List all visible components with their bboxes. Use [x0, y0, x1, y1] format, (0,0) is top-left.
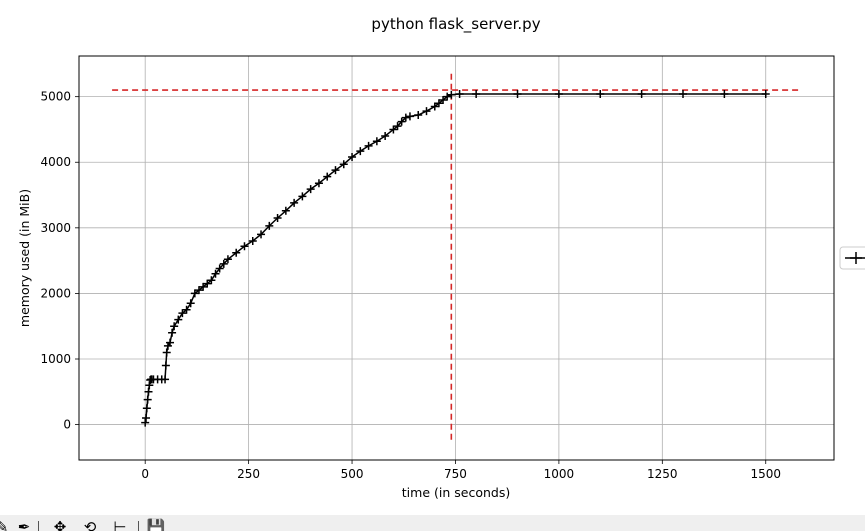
- y-tick-label: 0: [63, 418, 71, 432]
- data-point: [414, 111, 423, 120]
- x-axis-label: time (in seconds): [402, 485, 510, 500]
- data-point: [186, 299, 195, 308]
- data-point: [168, 328, 177, 337]
- data-point: [596, 90, 605, 99]
- toolbar: ✎ ✒ ✥ ⟲ ⊢ 💾: [0, 515, 865, 531]
- data-point: [637, 90, 646, 99]
- x-tick-label: 0: [141, 467, 149, 481]
- data-point: [298, 192, 307, 201]
- data-point: [348, 153, 357, 161]
- figure: python flask_server.py 0 250 500 750 1000 125…: [17, 15, 865, 500]
- data-point: [143, 395, 152, 404]
- data-point: [356, 147, 365, 156]
- data-point: [166, 338, 175, 347]
- data-point: [265, 221, 274, 230]
- draw-icon[interactable]: ✒: [17, 518, 31, 531]
- data-point: [161, 361, 170, 370]
- zoom-icon[interactable]: ⟲: [83, 518, 97, 531]
- y-tick-label: 3000: [40, 221, 71, 235]
- data-point: [178, 309, 187, 318]
- series-line: [141, 90, 770, 427]
- data-point: [290, 198, 299, 207]
- reference-lines: [112, 73, 799, 441]
- data-point: [273, 213, 282, 222]
- data-point: [720, 90, 729, 99]
- chart-title: python flask_server.py: [371, 15, 540, 34]
- data-point: [232, 248, 241, 257]
- toolbar-separator: [38, 521, 39, 531]
- edit-icon[interactable]: ✎: [0, 518, 9, 531]
- data-point: [145, 381, 154, 390]
- data-point: [142, 414, 151, 423]
- data-point: [430, 102, 439, 111]
- data-point: [364, 141, 373, 150]
- pan-icon[interactable]: ✥: [53, 518, 67, 531]
- data-point: [142, 404, 151, 413]
- data-point: [215, 264, 224, 273]
- data-point: [443, 92, 452, 101]
- data-point: [219, 259, 228, 268]
- data-point: [397, 117, 406, 126]
- data-point: [513, 90, 522, 99]
- data-point: [306, 185, 315, 194]
- y-tick-label: 4000: [40, 155, 71, 169]
- data-point: [161, 375, 170, 384]
- x-tick-label: 750: [444, 467, 467, 481]
- toolbar-separator: [138, 521, 139, 531]
- data-point: [761, 90, 770, 99]
- data-point: [240, 242, 249, 251]
- data-point: [554, 90, 563, 99]
- data-point: [331, 166, 340, 175]
- data-point: [144, 387, 153, 396]
- data-point: [455, 90, 464, 99]
- data-point: [141, 418, 150, 427]
- data-point: [434, 99, 443, 108]
- data-point: [389, 125, 398, 134]
- data-point: [207, 276, 216, 285]
- legend-box: [839, 246, 865, 270]
- configure-subplots-icon[interactable]: ⊢: [113, 518, 127, 531]
- grid: [79, 56, 834, 460]
- legend-plus-marker: [850, 252, 862, 264]
- x-tick-label: 1250: [647, 467, 678, 481]
- data-point: [401, 113, 410, 122]
- data-point: [162, 348, 171, 357]
- data-point: [182, 305, 191, 314]
- x-tick-label: 1000: [544, 467, 575, 481]
- data-point: [314, 179, 323, 188]
- y-axis-label: memory used (in MiB): [17, 189, 32, 327]
- data-point: [199, 282, 208, 291]
- y-tick-label: 2000: [40, 286, 71, 300]
- data-point: [170, 322, 179, 331]
- data-point: [203, 279, 212, 288]
- data-point: [372, 137, 381, 146]
- data-point: [422, 107, 431, 116]
- y-tick-label: 1000: [40, 352, 71, 366]
- data-point: [439, 95, 448, 104]
- data-point: [472, 90, 481, 99]
- data-point: [257, 230, 266, 239]
- chart-svg: python flask_server.py 0 250 500 750 1000 125…: [17, 15, 865, 500]
- x-tick-label: 500: [341, 467, 364, 481]
- data-point: [339, 160, 348, 169]
- data-point: [174, 315, 183, 324]
- x-tick-label: 250: [237, 467, 260, 481]
- y-tick-label: 5000: [40, 90, 71, 104]
- plot-area-frame: [78, 55, 835, 461]
- data-point: [248, 236, 257, 245]
- data-point: [405, 112, 414, 121]
- axis-ticks: 0 250 500 750 1000 1250 1500 0 1000 2000 3000 4000 5…: [40, 90, 781, 481]
- data-point: [190, 289, 199, 298]
- data-point: [211, 269, 220, 278]
- data-point: [393, 122, 402, 131]
- data-point: [679, 90, 687, 99]
- data-point: [447, 90, 456, 99]
- data-point: [194, 286, 203, 295]
- data-point: [281, 206, 290, 215]
- data-point: [223, 255, 232, 264]
- data-point: [323, 172, 332, 181]
- data-point: [381, 132, 390, 141]
- x-tick-label: 1500: [750, 467, 781, 481]
- save-icon[interactable]: 💾: [146, 518, 166, 531]
